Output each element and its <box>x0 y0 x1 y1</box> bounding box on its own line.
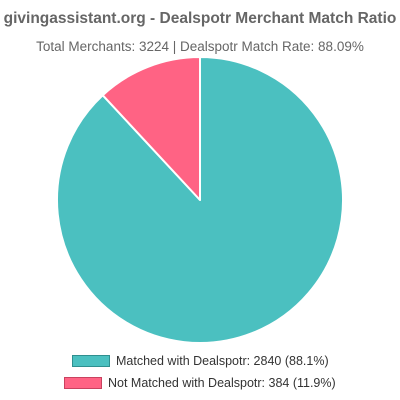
chart-title: givingassistant.org - Dealspotr Merchant… <box>3 10 397 27</box>
legend-label-matched: Matched with Dealspotr: 2840 (88.1%) <box>116 354 329 368</box>
legend-swatch-not-matched <box>64 377 102 389</box>
pie-slice-matched[interactable] <box>56 56 344 344</box>
chart-subtitle: Total Merchants: 3224 | Dealspotr Match … <box>36 39 364 54</box>
legend-swatch-matched <box>72 355 110 367</box>
pie-slice-not-matched[interactable] <box>101 56 201 201</box>
legend-item-matched[interactable]: Matched with Dealspotr: 2840 (88.1%) <box>72 353 329 369</box>
legend-item-not-matched[interactable]: Not Matched with Dealspotr: 384 (11.9%) <box>64 375 336 391</box>
legend-label-not-matched: Not Matched with Dealspotr: 384 (11.9%) <box>108 376 336 390</box>
